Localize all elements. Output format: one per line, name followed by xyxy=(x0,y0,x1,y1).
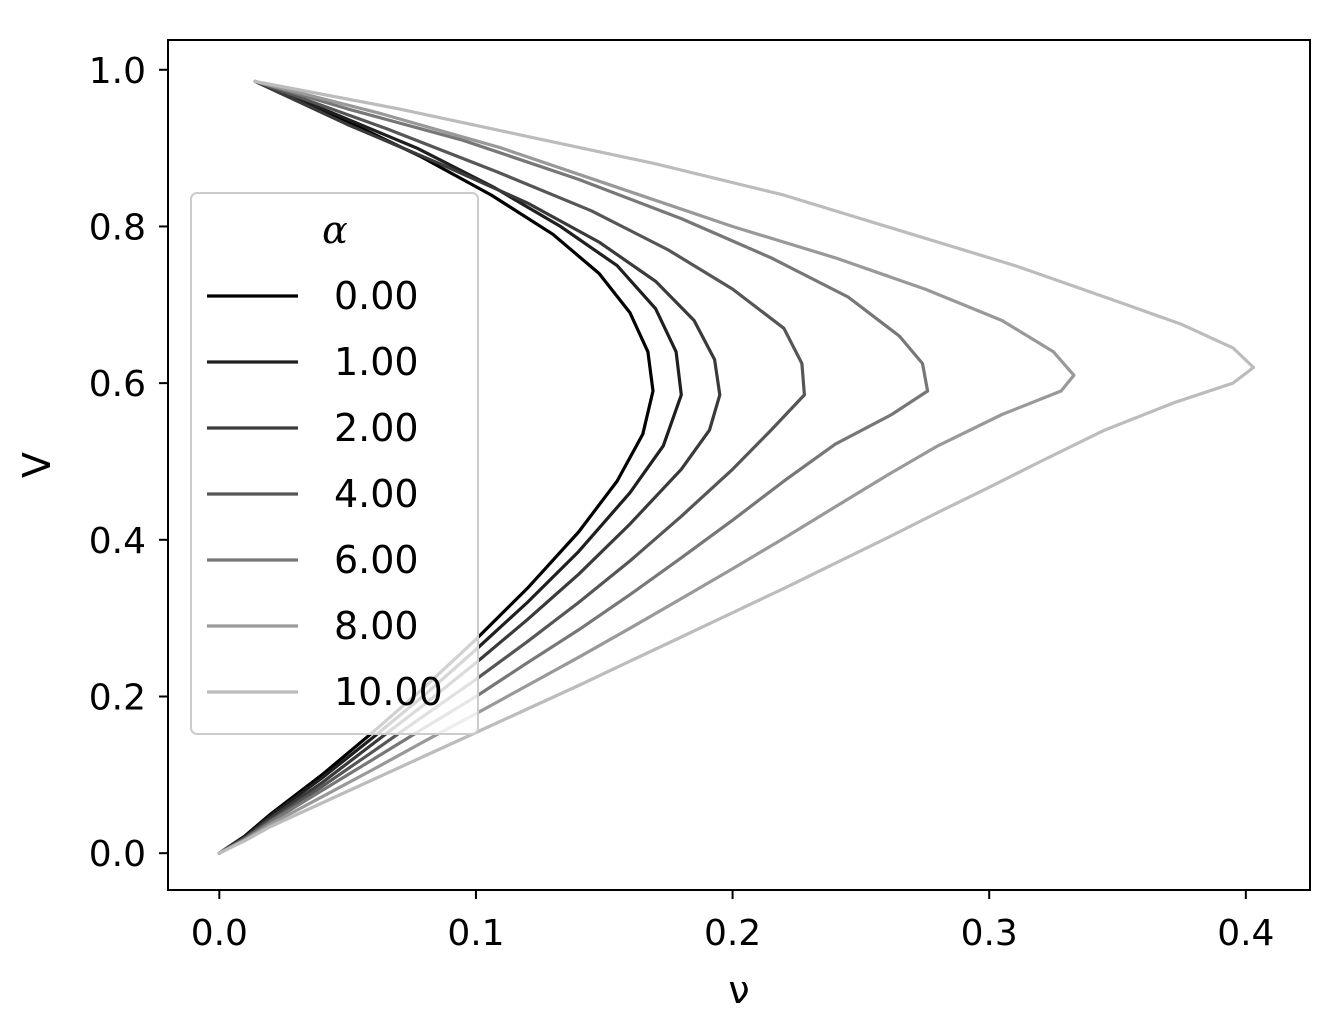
y-tick-label: 0.0 xyxy=(89,834,146,875)
legend-label-1: 1.00 xyxy=(334,340,419,384)
y-axis-label: V xyxy=(15,452,59,478)
legend-frame xyxy=(190,192,479,735)
legend-label-5: 8.00 xyxy=(334,604,419,648)
legend-label-4: 6.00 xyxy=(334,538,419,582)
y-tick-label: 1.0 xyxy=(89,51,146,92)
legend-label-2: 2.00 xyxy=(334,406,419,450)
legend-label-3: 4.00 xyxy=(334,472,419,516)
series-line-3 xyxy=(217,79,806,855)
plot-frame xyxy=(167,39,1311,891)
legend-label-0: 0.00 xyxy=(334,274,419,318)
legend-title: α xyxy=(322,208,348,252)
legend-label-6: 10.00 xyxy=(334,670,443,714)
series-line-6 xyxy=(217,79,1256,855)
x-tick-label: 0.2 xyxy=(704,913,761,954)
x-tick-label: 0.1 xyxy=(447,913,504,954)
x-axis-label: ν xyxy=(728,968,749,1012)
x-ticks: 0.0 0.1 0.2 0.3 0.4 xyxy=(191,890,1274,954)
series-line-2 xyxy=(217,79,722,855)
series-line-4 xyxy=(217,79,930,855)
legend-items: 0.00 1.00 2.00 4.00 6.00 8.00 10.00 xyxy=(207,274,443,714)
series-line-0 xyxy=(217,79,655,855)
y-ticks: 0.0 0.2 0.4 0.6 0.8 1.0 xyxy=(89,51,168,875)
x-tick-label: 0.4 xyxy=(1217,913,1274,954)
y-tick-label: 0.6 xyxy=(89,364,146,405)
y-tick-label: 0.2 xyxy=(89,677,146,718)
series-line-5 xyxy=(217,79,1076,855)
x-tick-label: 0.3 xyxy=(961,913,1018,954)
legend: α 0.00 1.00 2.00 4.00 6.00 8.00 10.00 xyxy=(190,192,479,735)
x-tick-label: 0.0 xyxy=(191,913,248,954)
y-tick-label: 0.4 xyxy=(89,521,146,562)
y-tick-label: 0.8 xyxy=(89,207,146,248)
series-layer xyxy=(217,79,1256,855)
